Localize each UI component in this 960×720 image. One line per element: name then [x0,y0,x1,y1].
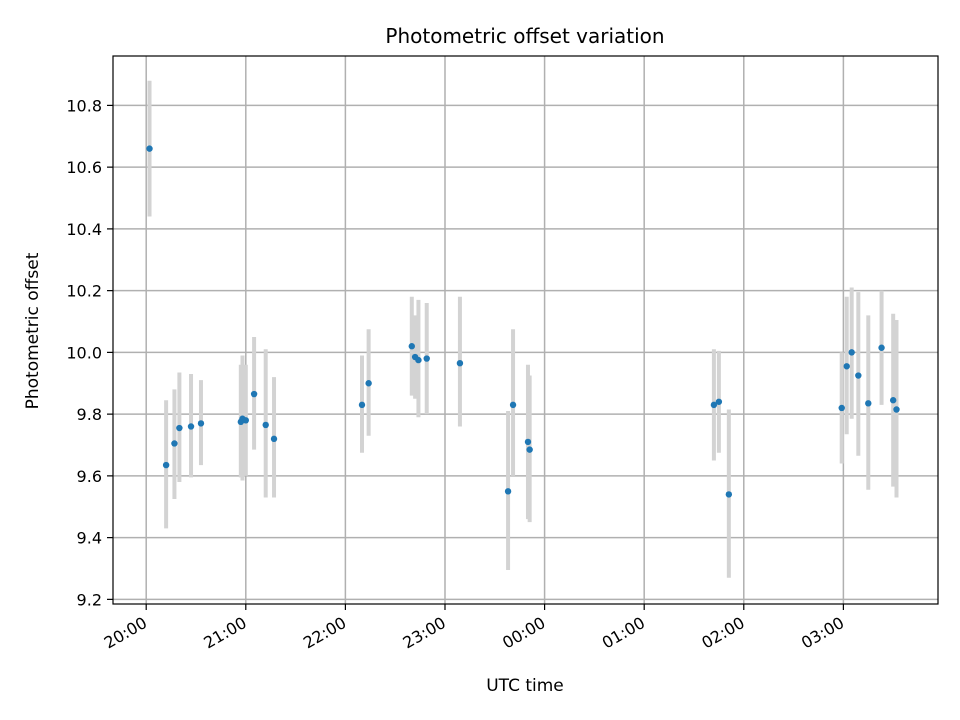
data-point [176,424,183,432]
error-bars [147,80,899,578]
y-tick-label: 9.4 [77,529,102,548]
x-tick-label: 02:00 [698,613,747,653]
y-tick-label: 10.6 [66,158,102,177]
x-tick-label: 01:00 [599,613,648,653]
data-point [710,401,718,409]
data-point [848,349,855,356]
x-axis-label: UTC time [486,676,564,696]
y-tick-label: 10.0 [66,343,102,362]
data-point [162,461,170,469]
data-point [358,401,366,409]
x-tick-label: 21:00 [200,613,249,653]
x-tick-label: 20:00 [101,613,150,653]
y-axis-label: Photometric offset [23,252,43,409]
data-point [197,420,205,427]
y-tick-label: 10.2 [66,282,102,301]
y-tick-label: 9.6 [77,467,102,486]
data-point [715,398,723,405]
grid [113,56,938,604]
data-point [456,359,464,367]
data-point [250,390,258,398]
data-point [838,404,845,412]
chart-title: Photometric offset variation [385,24,664,48]
x-tick-label: 22:00 [300,613,349,653]
x-tick-label: 23:00 [400,613,449,653]
data-point [262,421,269,429]
x-tick-label: 03:00 [798,613,847,653]
x-tick-label: 00:00 [499,613,548,653]
data-point [171,440,178,447]
data-point [415,356,422,364]
data-points [146,145,900,498]
data-point [725,491,733,498]
data-point [526,446,533,453]
data-point [865,400,872,407]
plot-area-frame [112,55,939,605]
data-point [504,488,512,495]
data-point [524,438,532,446]
data-point [893,406,900,413]
data-point [855,372,862,379]
data-point [843,363,850,370]
data-point [187,423,195,430]
data-point [408,343,415,350]
data-point [509,401,517,409]
data-point [365,380,372,387]
y-tick-label: 10.4 [66,220,102,239]
y-tick-label: 9.2 [77,590,102,609]
data-point [878,344,885,351]
data-point [889,397,897,404]
y-tick-label: 9.8 [77,405,102,424]
data-point [146,145,153,152]
data-point [270,435,278,443]
data-point [423,355,430,362]
data-point [242,417,249,424]
y-tick-label: 10.8 [66,96,102,115]
